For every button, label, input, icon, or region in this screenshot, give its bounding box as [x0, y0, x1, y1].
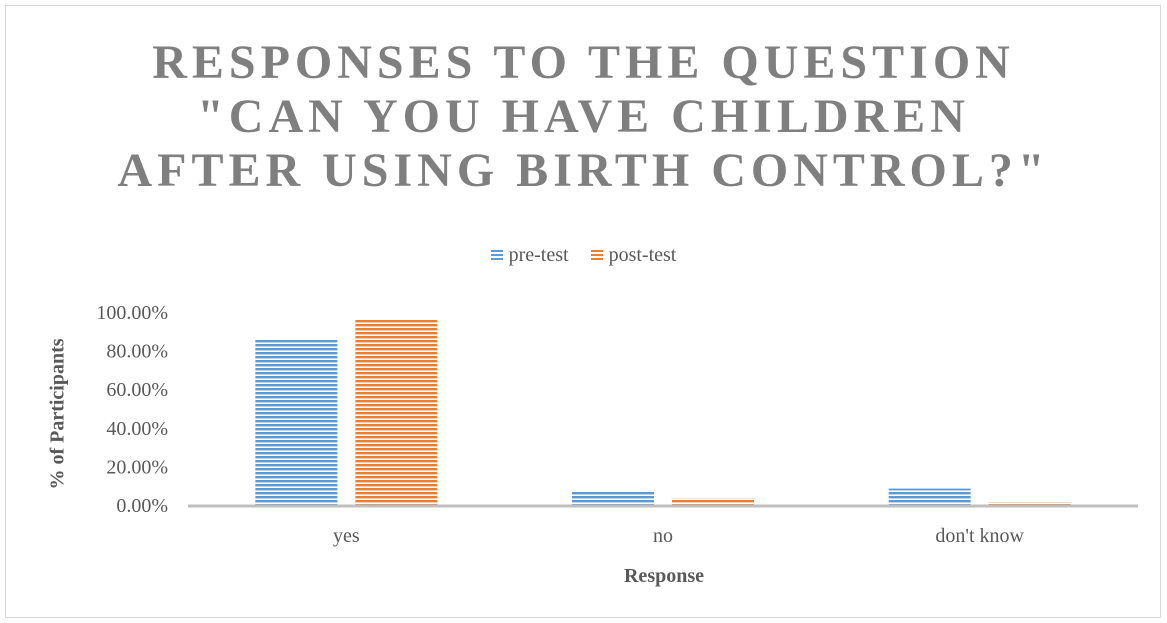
legend-swatch-pre-test [490, 249, 503, 262]
x-tick-label: don't know [935, 525, 1024, 547]
y-tick-label: 100.00% [96, 302, 168, 324]
legend-item-pre-test: pre-test [490, 244, 569, 267]
legend-label-post-test: post-test [608, 244, 677, 266]
chart-title-line-2: "CAN YOU HAVE CHILDREN [197, 90, 970, 143]
y-tick-label: 80.00% [106, 341, 168, 363]
chart-legend: pre-test post-test [0, 244, 1167, 267]
bar-pre-test-no [572, 491, 654, 505]
chart-area [5, 5, 1161, 618]
x-tick-label: yes [333, 525, 360, 547]
chart-title-line-3: AFTER USING BIRTH CONTROL?" [117, 144, 1050, 197]
bar-pre-test-yes [255, 339, 338, 505]
bar-post-test-no [672, 498, 754, 505]
bar-pre-test-don-t-know [888, 488, 971, 505]
bar-post-test-yes [355, 318, 438, 505]
x-axis-label: Response [623, 565, 705, 587]
chart-title-line-1: RESPONSES TO THE QUESTION [152, 36, 1015, 89]
y-tick-label: 0.00% [116, 495, 168, 517]
legend-item-post-test: post-test [590, 244, 677, 267]
legend-label-pre-test: pre-test [508, 244, 569, 266]
y-tick-label: 20.00% [106, 456, 168, 478]
legend-swatch-post-test [590, 249, 603, 262]
y-tick-label: 60.00% [106, 379, 168, 401]
x-tick-label: no [653, 525, 673, 547]
y-tick-label: 40.00% [106, 418, 168, 440]
bar-post-test-don-t-know [988, 502, 1071, 505]
chart-title: RESPONSES TO THE QUESTION "CAN YOU HAVE … [0, 36, 1167, 198]
